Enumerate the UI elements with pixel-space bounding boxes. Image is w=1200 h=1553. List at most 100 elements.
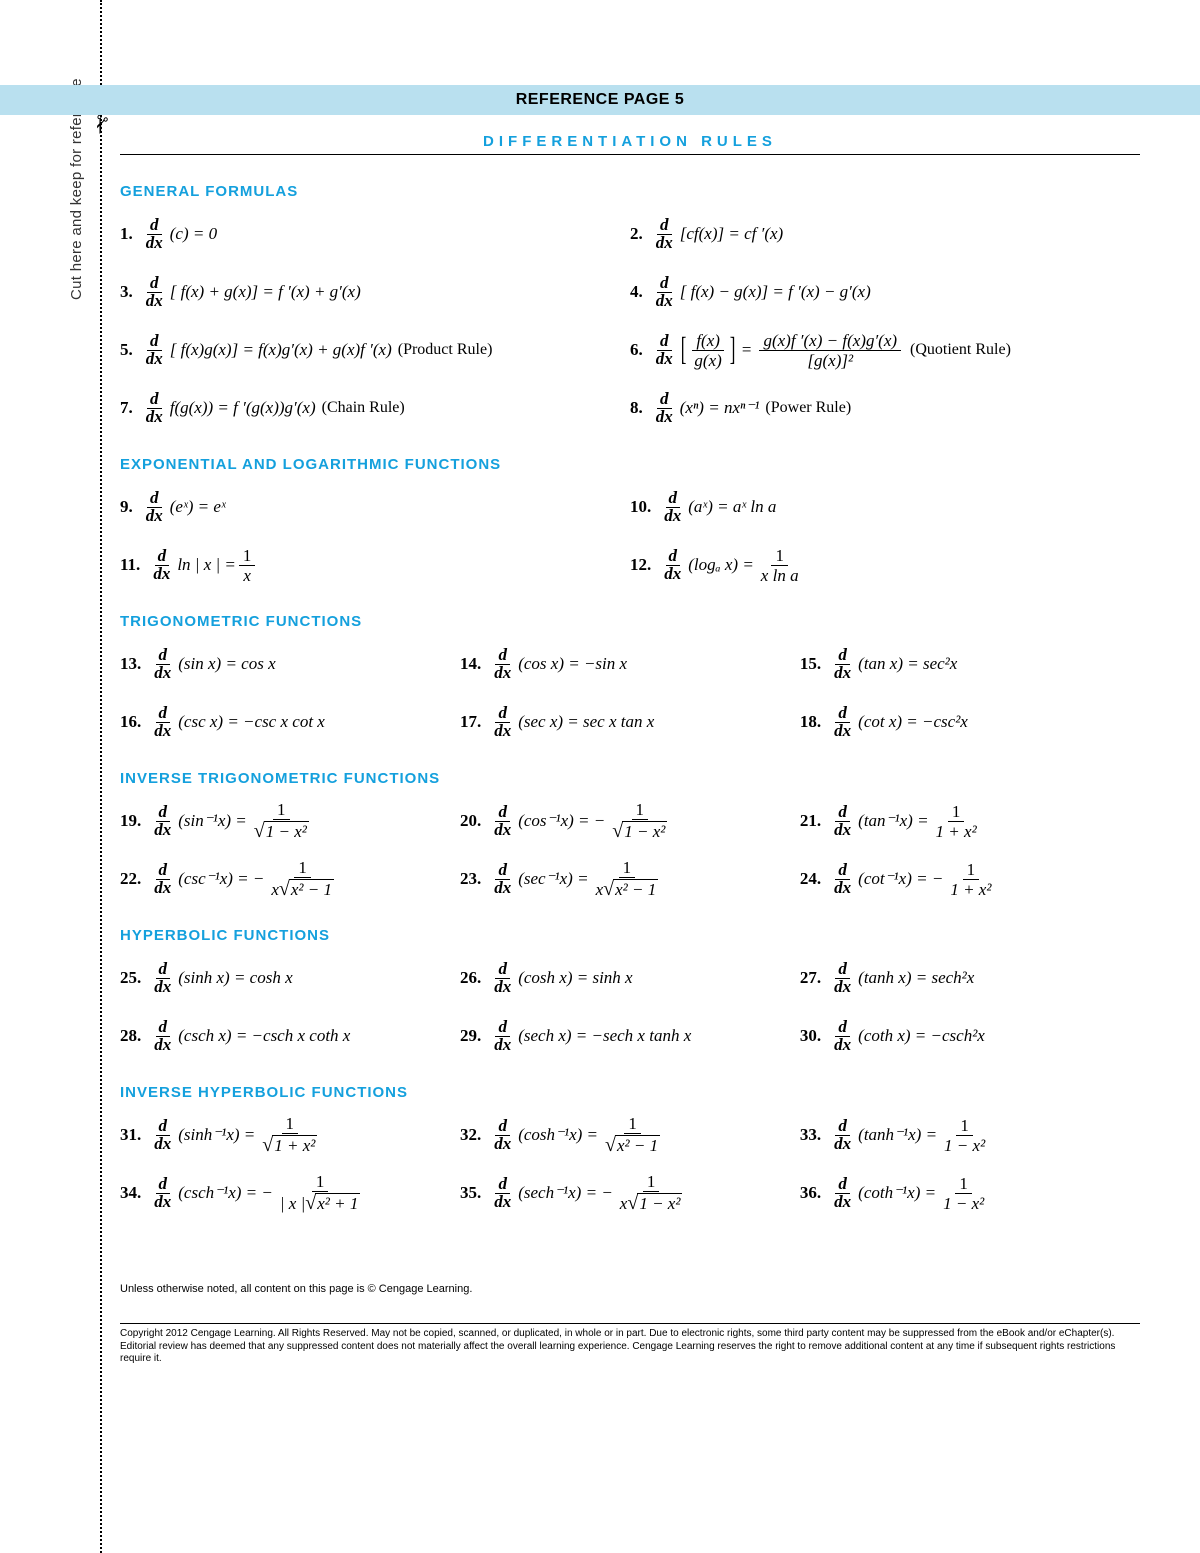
formula-lhs: (sin⁻¹x) = <box>178 811 247 831</box>
formula-row: 31.ddx(sinh⁻¹x) = 1√1 + x² 32.ddx(cosh⁻¹… <box>120 1115 1140 1155</box>
formula-22: 22.ddx(csc⁻¹x) = −1x√x² − 1 <box>120 859 460 899</box>
item-number: 6. <box>630 340 643 360</box>
formula-1: 1. ddx (c) = 0 <box>120 217 630 250</box>
denominator: 1 + x² <box>946 880 995 898</box>
formula-body: (cos x) = −sin x <box>518 654 627 674</box>
denominator: 1 + x² <box>932 822 981 840</box>
fraction: 11 + x² <box>946 861 995 898</box>
item-number: 3. <box>120 282 133 302</box>
section-trig: TRIGONOMETRIC FUNCTIONS <box>120 613 1140 630</box>
formula-lhs: (tanh⁻¹x) = <box>858 1125 937 1145</box>
section-exponential-log: EXPONENTIAL AND LOGARITHMIC FUNCTIONS <box>120 456 1140 473</box>
formula-body: [cf(x)] = cf ′(x) <box>680 224 783 244</box>
formula-body: (cot x) = −csc²x <box>858 712 968 732</box>
item-number: 20. <box>460 811 481 831</box>
formula-31: 31.ddx(sinh⁻¹x) = 1√1 + x² <box>120 1115 460 1155</box>
page-subtitle: DIFFERENTIATION RULES <box>120 133 1140 150</box>
denominator: x ln a <box>757 566 803 584</box>
item-number: 7. <box>120 398 133 418</box>
footer-note: Unless otherwise noted, all content on t… <box>120 1283 1140 1295</box>
formula-row: 9. ddx (eˣ) = eˣ 10. ddx (aˣ) = aˣ ln a <box>120 487 1140 527</box>
reference-page: ✁ Cut here and keep for reference REFERE… <box>0 0 1200 1553</box>
formula-row: 5. ddx [ f(x)g(x)] = f(x)g′(x) + g(x)f ′… <box>120 330 1140 370</box>
ddx-icon: ddx <box>491 862 514 895</box>
formula-lhs: (sec⁻¹x) = <box>518 869 588 889</box>
radicand: x² − 1 <box>615 1135 660 1154</box>
denominator: √x² − 1 <box>601 1134 664 1155</box>
formula-19: 19. ddx(sin⁻¹x) = 1√1 − x² <box>120 801 460 841</box>
fraction: 1x√x² − 1 <box>267 859 338 899</box>
item-number: 25. <box>120 968 141 988</box>
formula-body: [ f(x) − g(x)] = f ′(x) − g′(x) <box>680 282 871 302</box>
ddx-icon: ddx <box>151 647 174 680</box>
formula-body: (sin x) = cos x <box>178 654 275 674</box>
item-number: 31. <box>120 1125 141 1145</box>
formula-row: 28.ddx(csch x) = −csch x coth x 29.ddx(s… <box>120 1016 1140 1056</box>
numerator: 1 <box>312 1173 329 1192</box>
formula-24: 24.ddx(cot⁻¹x) = −11 + x² <box>800 861 1140 898</box>
sqrt-icon: √1 − x² <box>612 821 667 841</box>
item-number: 13. <box>120 654 141 674</box>
formula-2: 2. ddx [cf(x)] = cf ′(x) <box>630 217 1140 250</box>
sqrt-icon: √1 − x² <box>254 821 309 841</box>
formula-body: [ f(x)g(x)] = f(x)g′(x) + g(x)f ′(x) <box>170 340 392 360</box>
item-number: 9. <box>120 497 133 517</box>
item-number: 24. <box>800 869 821 889</box>
ddx-icon: ddx <box>143 333 166 366</box>
item-number: 22. <box>120 869 141 889</box>
item-number: 4. <box>630 282 643 302</box>
formula-lhs: (cos⁻¹x) = − <box>518 811 605 831</box>
radicand: 1 − x² <box>264 821 309 840</box>
fraction: f(x)g(x) <box>690 332 725 369</box>
fraction: 1√x² − 1 <box>601 1115 664 1155</box>
denominator-prefix: x <box>620 1194 628 1213</box>
ddx-icon: ddx <box>653 217 676 250</box>
item-number: 29. <box>460 1026 481 1046</box>
radicand: x² − 1 <box>289 879 334 898</box>
sqrt-icon: √1 + x² <box>262 1135 317 1155</box>
formula-body: (tan x) = sec²x <box>858 654 957 674</box>
formula-body: (tanh x) = sech²x <box>858 968 974 988</box>
formula-30: 30.ddx(coth x) = −csch²x <box>800 1019 1140 1052</box>
fraction: 1√1 − x² <box>250 801 313 841</box>
denominator: | x |√x² + 1 <box>276 1192 365 1213</box>
radicand: 1 − x² <box>637 1193 682 1212</box>
formula-36: 36.ddx(coth⁻¹x) = 11 − x² <box>800 1175 1140 1212</box>
formula-20: 20.ddx(cos⁻¹x) = −1√1 − x² <box>460 801 800 841</box>
formula-body: (sech x) = −sech x tanh x <box>518 1026 691 1046</box>
formula-row: 34.ddx(csch⁻¹x) = −1| x |√x² + 1 35.ddx(… <box>120 1173 1140 1213</box>
item-number: 14. <box>460 654 481 674</box>
radicand: x² + 1 <box>315 1193 360 1212</box>
ddx-icon: ddx <box>831 1118 854 1151</box>
item-number: 35. <box>460 1183 481 1203</box>
ddx-icon: ddx <box>661 490 684 523</box>
ddx-icon: ddx <box>143 490 166 523</box>
ddx-icon: ddx <box>151 804 174 837</box>
item-number: 36. <box>800 1183 821 1203</box>
fraction: g(x)f ′(x) − f(x)g′(x)[g(x)]² <box>759 332 901 369</box>
rule-label: (Product Rule) <box>398 341 493 359</box>
formula-body: (c) = 0 <box>170 224 217 244</box>
numerator: 1 <box>963 861 980 880</box>
bracket-icon: ] <box>730 331 736 369</box>
ddx-icon: ddx <box>151 1176 174 1209</box>
numerator: 1 <box>239 547 256 566</box>
formula-row: 19.ddx(sin⁻¹x) = 1√1 − x² 20.ddx(cos⁻¹x)… <box>120 801 1140 841</box>
formula-17: 17.ddx(sec x) = sec x tan x <box>460 705 800 738</box>
section-inverse-hyperbolic: INVERSE HYPERBOLIC FUNCTIONS <box>120 1084 1140 1101</box>
formula-25: 25.ddx(sinh x) = cosh x <box>120 961 460 994</box>
ddx-icon: ddx <box>653 333 676 366</box>
item-number: 19. <box>120 811 141 831</box>
formula-28: 28.ddx(csch x) = −csch x coth x <box>120 1019 460 1052</box>
numerator: 1 <box>273 801 290 820</box>
item-number: 26. <box>460 968 481 988</box>
formula-13: 13. ddx(sin x) = cos x <box>120 647 460 680</box>
radicand: 1 + x² <box>272 1135 317 1154</box>
fraction: 1√1 + x² <box>258 1115 321 1155</box>
formula-lhs: (cosh⁻¹x) = <box>518 1125 598 1145</box>
item-number: 11. <box>120 555 140 575</box>
formula-3: 3. ddx [ f(x) + g(x)] = f ′(x) + g′(x) <box>120 275 630 308</box>
formula-15: 15.ddx(tan x) = sec²x <box>800 647 1140 680</box>
fraction: 1| x |√x² + 1 <box>276 1173 365 1213</box>
rule-label: (Chain Rule) <box>322 399 405 417</box>
